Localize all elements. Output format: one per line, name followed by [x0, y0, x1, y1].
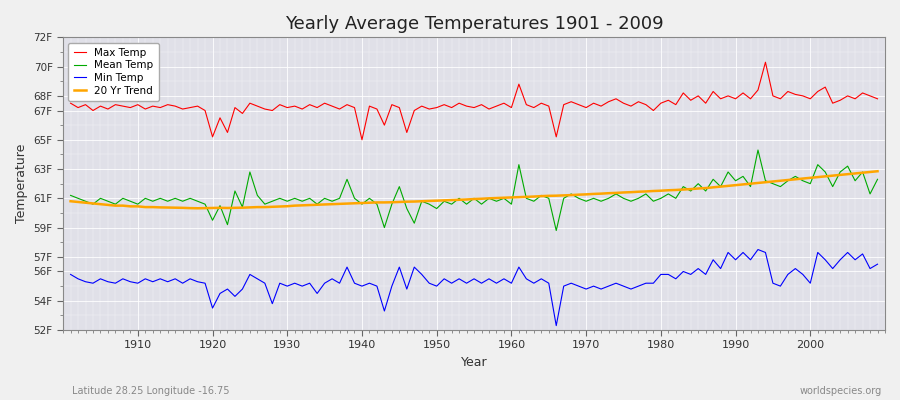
Mean Temp — [289, 196, 300, 201]
Max Temp — [65, 101, 76, 106]
Max Temp — [760, 60, 771, 65]
Mean Temp — [603, 196, 614, 201]
Line: Max Temp: Max Temp — [70, 62, 878, 140]
Min Temp — [65, 272, 76, 277]
20 Yr Trend — [872, 169, 883, 174]
Max Temp — [125, 105, 136, 110]
20 Yr Trend — [297, 203, 308, 208]
Legend: Max Temp, Mean Temp, Min Temp, 20 Yr Trend: Max Temp, Mean Temp, Min Temp, 20 Yr Tre… — [68, 42, 158, 101]
Y-axis label: Temperature: Temperature — [15, 144, 28, 223]
Min Temp — [289, 281, 300, 286]
Mean Temp — [334, 196, 345, 201]
Min Temp — [506, 281, 517, 286]
Min Temp — [872, 262, 883, 266]
Min Temp — [551, 323, 562, 328]
Line: Min Temp: Min Temp — [70, 250, 878, 326]
20 Yr Trend — [506, 195, 517, 200]
Max Temp — [872, 96, 883, 101]
Title: Yearly Average Temperatures 1901 - 2009: Yearly Average Temperatures 1901 - 2009 — [284, 15, 663, 33]
Min Temp — [603, 284, 614, 288]
Max Temp — [506, 105, 517, 110]
Mean Temp — [499, 196, 509, 201]
Min Temp — [752, 247, 763, 252]
Mean Temp — [65, 193, 76, 198]
Line: 20 Yr Trend: 20 Yr Trend — [70, 171, 878, 208]
20 Yr Trend — [193, 206, 203, 211]
Min Temp — [499, 276, 509, 281]
Mean Temp — [872, 177, 883, 182]
Mean Temp — [125, 199, 136, 204]
Text: Latitude 28.25 Longitude -16.75: Latitude 28.25 Longitude -16.75 — [72, 386, 230, 396]
Min Temp — [334, 281, 345, 286]
20 Yr Trend — [514, 195, 525, 200]
Line: Mean Temp: Mean Temp — [70, 150, 878, 230]
X-axis label: Year: Year — [461, 356, 488, 369]
20 Yr Trend — [125, 204, 136, 209]
Max Temp — [514, 82, 525, 86]
Max Temp — [356, 137, 367, 142]
Mean Temp — [551, 228, 562, 233]
20 Yr Trend — [342, 201, 353, 206]
Max Temp — [334, 107, 345, 112]
Min Temp — [125, 279, 136, 284]
Text: worldspecies.org: worldspecies.org — [800, 386, 882, 396]
Mean Temp — [752, 148, 763, 152]
Max Temp — [603, 99, 614, 104]
Mean Temp — [506, 202, 517, 206]
20 Yr Trend — [65, 199, 76, 204]
20 Yr Trend — [603, 191, 614, 196]
Max Temp — [289, 104, 300, 108]
